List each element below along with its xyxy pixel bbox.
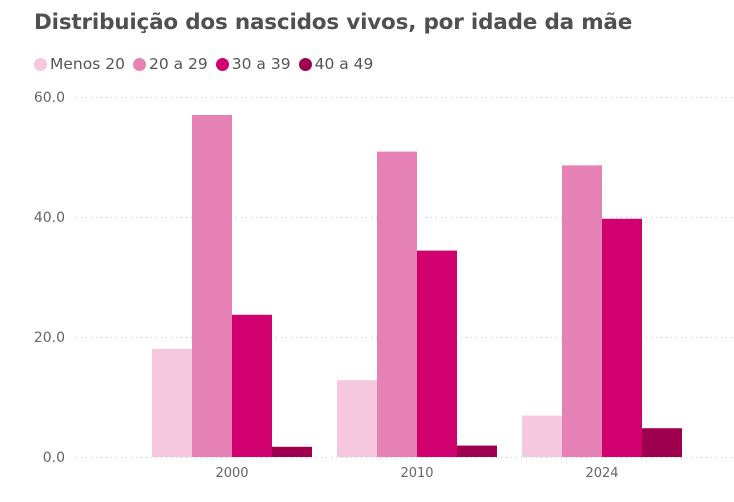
- bar-menos-20-2010[interactable]: [337, 380, 377, 457]
- legend-marker: [34, 57, 47, 71]
- bar-40-a-49-2000[interactable]: [272, 446, 312, 457]
- legend-item-40-a-49[interactable]: 40 a 49: [298, 55, 374, 73]
- legend-label: 20 a 29: [148, 55, 208, 73]
- bars: [152, 115, 682, 457]
- bar-20-a-29-2024[interactable]: [562, 165, 602, 457]
- bar-20-a-29-2000[interactable]: [192, 115, 232, 457]
- y-tick-label: 40.0: [34, 210, 65, 226]
- y-axis: 0.0 20.0 40.0 60.0: [34, 90, 65, 466]
- bar-40-a-49-2010[interactable]: [457, 445, 497, 457]
- legend-item-30-a-39[interactable]: 30 a 39: [215, 55, 291, 73]
- bar-30-a-39-2000[interactable]: [232, 314, 272, 457]
- x-tick-label: 2024: [585, 466, 618, 481]
- legend-item-menos-20[interactable]: Menos 20: [34, 55, 125, 73]
- legend: Menos 20 20 a 29 30 a 39 40 a 49: [34, 55, 381, 73]
- chart-title: Distribuição dos nascidos vivos, por ida…: [34, 10, 633, 35]
- x-tick-label: 2000: [215, 466, 248, 481]
- bar-menos-20-2000[interactable]: [152, 349, 192, 457]
- legend-marker: [298, 57, 312, 71]
- x-axis: 2000 2010 2024: [215, 466, 618, 481]
- legend-label: Menos 20: [50, 55, 125, 73]
- legend-label: 30 a 39: [231, 55, 291, 73]
- y-tick-label: 20.0: [34, 330, 65, 346]
- x-tick-label: 2010: [400, 466, 433, 481]
- legend-marker: [132, 57, 146, 71]
- bar-30-a-39-2010[interactable]: [417, 250, 457, 457]
- legend-marker: [215, 57, 229, 71]
- bar-40-a-49-2024[interactable]: [642, 428, 682, 457]
- y-tick-label: 60.0: [34, 90, 65, 106]
- bar-30-a-39-2024[interactable]: [602, 218, 642, 457]
- bar-20-a-29-2010[interactable]: [377, 151, 417, 457]
- bar-menos-20-2024[interactable]: [522, 415, 562, 457]
- legend-label: 40 a 49: [314, 55, 374, 73]
- legend-item-20-a-29[interactable]: 20 a 29: [132, 55, 208, 73]
- y-tick-label: 0.0: [43, 450, 65, 466]
